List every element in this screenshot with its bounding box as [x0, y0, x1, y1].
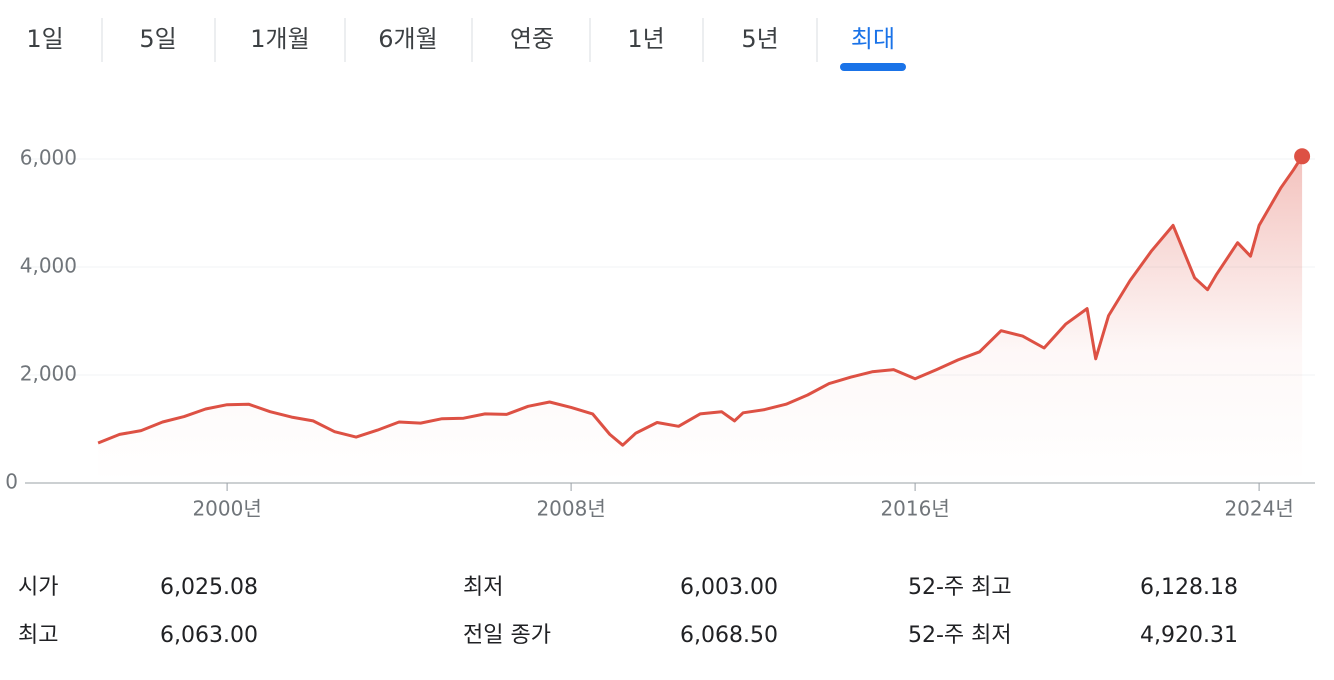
tab[interactable]: 1개월	[250, 25, 309, 53]
stat-value: 6,003.00	[680, 575, 778, 600]
area-fill	[98, 156, 1303, 484]
stat-label: 전일 종가	[463, 623, 551, 648]
y-tick-label: 4,000	[20, 254, 77, 278]
tab[interactable]: 5년	[741, 25, 778, 53]
tab[interactable]: 5일	[139, 25, 176, 53]
x-tick-label: 2008년	[536, 497, 605, 521]
stat-value: 4,920.31	[1140, 623, 1238, 648]
tab[interactable]: 6개월	[378, 25, 437, 53]
x-tick-label: 2000년	[192, 497, 261, 521]
stat-label: 52-주 최고	[908, 575, 1012, 600]
y-tick-label: 6,000	[20, 146, 77, 170]
stat-value: 6,063.00	[160, 623, 258, 648]
x-tick-label: 2024년	[1224, 497, 1293, 521]
x-tick-label: 2016년	[880, 497, 949, 521]
stat-label: 52-주 최저	[908, 623, 1012, 648]
stat-label: 최고	[18, 623, 58, 648]
stat-label: 최저	[463, 575, 503, 600]
y-tick-label: 2,000	[20, 362, 77, 386]
stat-value: 6,068.50	[680, 623, 778, 648]
last-point	[1294, 148, 1311, 165]
price-line	[97, 155, 1304, 447]
tab[interactable]: 최대	[851, 25, 895, 53]
stat-label: 시가	[18, 575, 58, 600]
tab[interactable]: 연중	[510, 25, 554, 53]
stat-value: 6,025.08	[160, 575, 258, 600]
active-tab-indicator	[840, 63, 906, 71]
tab[interactable]: 1일	[26, 25, 63, 53]
stat-value: 6,128.18	[1140, 575, 1238, 600]
y-tick-label: 0	[5, 470, 18, 494]
tab[interactable]: 1년	[627, 25, 664, 53]
